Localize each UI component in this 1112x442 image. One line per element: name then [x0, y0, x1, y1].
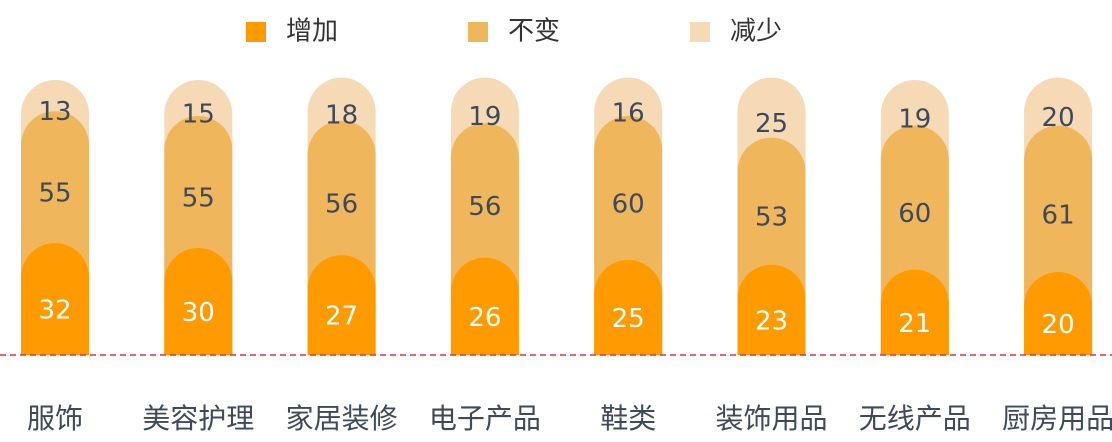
value-label: 56 [325, 190, 358, 220]
value-label: 19 [898, 104, 931, 134]
x-tick-label: 鞋类 [600, 402, 656, 435]
x-tick-label: 装饰用品 [715, 402, 827, 435]
bar-segment [737, 264, 806, 355]
bar-segment [1024, 272, 1093, 355]
value-label: 61 [1042, 200, 1075, 230]
x-tick-label: 电子产品 [429, 402, 541, 435]
value-label: 53 [755, 203, 788, 233]
value-label: 20 [1042, 310, 1075, 340]
legend-label: 减少 [730, 17, 782, 47]
value-label: 23 [755, 306, 788, 336]
legend-label: 不变 [508, 17, 560, 47]
x-tick-label: 服饰 [27, 402, 83, 435]
value-label: 26 [468, 303, 501, 333]
bar-segment [450, 257, 519, 355]
bar-segment [307, 255, 376, 355]
bar-segment [594, 260, 663, 355]
value-label: 25 [755, 109, 788, 139]
value-label: 27 [325, 302, 358, 332]
x-tick-label: 无线产品 [859, 402, 971, 435]
value-label: 20 [1042, 103, 1075, 133]
value-label: 55 [38, 179, 71, 209]
value-label: 18 [325, 101, 358, 131]
value-label: 25 [612, 304, 645, 334]
value-label: 15 [182, 100, 215, 130]
legend-swatch [468, 22, 488, 42]
value-label: 16 [612, 98, 645, 128]
value-label: 60 [898, 199, 931, 229]
bar-segment [880, 269, 949, 355]
value-label: 32 [38, 296, 71, 326]
bar-segment [164, 248, 233, 355]
value-label: 21 [898, 309, 931, 339]
value-label: 30 [182, 298, 215, 328]
value-label: 13 [38, 97, 71, 127]
value-label: 56 [468, 192, 501, 222]
x-tick-label: 家居装修 [286, 402, 398, 435]
legend-label: 增加 [286, 17, 338, 47]
value-label: 55 [182, 184, 215, 214]
x-tick-label: 厨房用品 [1002, 402, 1112, 435]
legend-swatch [690, 22, 710, 42]
bar-segment [21, 243, 89, 355]
value-label: 19 [468, 102, 501, 132]
x-tick-label: 美容护理 [142, 402, 254, 435]
value-label: 60 [612, 190, 645, 220]
legend-swatch [246, 22, 266, 42]
